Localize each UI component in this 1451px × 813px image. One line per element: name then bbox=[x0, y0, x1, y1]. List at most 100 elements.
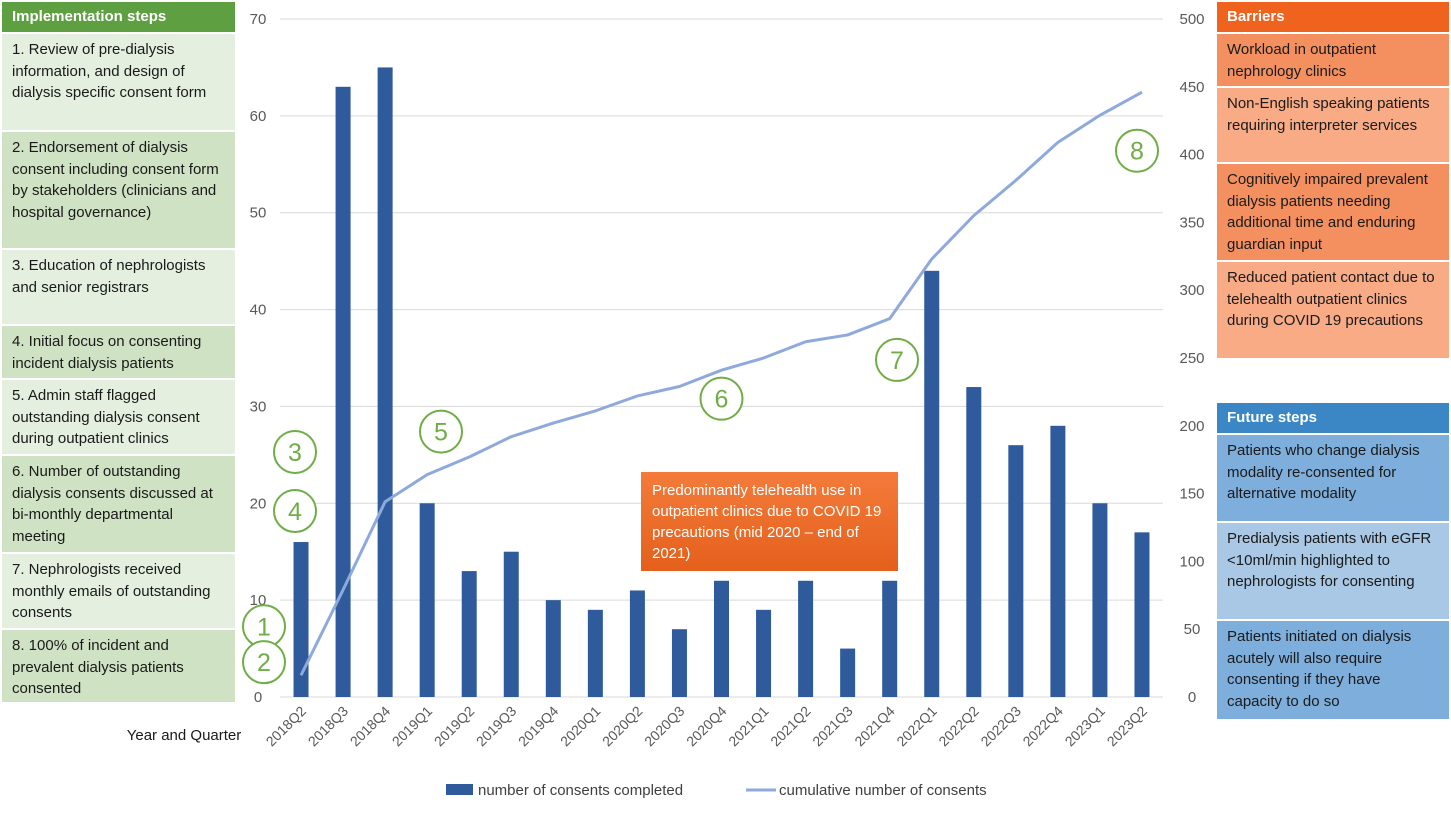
left-tick-label: 0 bbox=[254, 689, 262, 706]
x-tick-label: 2020Q4 bbox=[683, 703, 730, 750]
x-tick-label: 2023Q2 bbox=[1104, 703, 1151, 750]
bar-2018Q3 bbox=[335, 86, 351, 698]
left-tick-label: 60 bbox=[250, 108, 267, 125]
bar-2022Q2 bbox=[966, 387, 982, 697]
step-marker-5 bbox=[419, 409, 463, 454]
x-tick-label: 2018Q2 bbox=[263, 703, 310, 750]
bar-2019Q3 bbox=[503, 551, 519, 697]
right-tick-label: 50 bbox=[1184, 621, 1201, 638]
future-steps-panel: Future steps Patients who change dialysi… bbox=[1217, 403, 1449, 719]
implementation-step-6: 6. Number of outstanding dialysis consen… bbox=[2, 454, 235, 552]
future-steps-header: Future steps bbox=[1217, 403, 1449, 433]
implementation-step-5: 5. Admin staff flagged outstanding dialy… bbox=[2, 378, 235, 454]
barrier-item-1: Workload in outpatient nephrology clinic… bbox=[1217, 32, 1449, 86]
x-tick-label: 2020Q3 bbox=[641, 703, 688, 750]
step-marker-6 bbox=[699, 376, 744, 421]
step-marker-2 bbox=[242, 640, 286, 685]
step-marker-label: 8 bbox=[1130, 138, 1144, 166]
implementation-step-4: 4. Initial focus on consenting incident … bbox=[2, 324, 235, 378]
x-tick-label: 2021Q4 bbox=[851, 703, 898, 750]
right-tick-label: 250 bbox=[1179, 350, 1204, 367]
implementation-step-8: 8. 100% of incident and prevalent dialys… bbox=[2, 628, 235, 702]
bar-2023Q2 bbox=[1134, 532, 1150, 697]
implementation-steps-panel: Implementation steps 1. Review of pre-di… bbox=[2, 2, 235, 702]
left-tick-label: 20 bbox=[250, 495, 267, 512]
barrier-item-3: Cognitively impaired prevalent dialysis … bbox=[1217, 162, 1449, 260]
left-tick-label: 40 bbox=[250, 302, 267, 319]
bar-2018Q4 bbox=[377, 67, 393, 697]
x-tick-label: 2021Q1 bbox=[725, 703, 772, 750]
bar-2020Q3 bbox=[671, 629, 687, 697]
right-tick-label: 100 bbox=[1179, 553, 1204, 570]
bar-2022Q3 bbox=[1008, 445, 1024, 697]
barriers-panel: Barriers Workload in outpatient nephrolo… bbox=[1217, 2, 1449, 358]
step-marker-label: 2 bbox=[257, 649, 271, 677]
step-marker-label: 5 bbox=[434, 419, 448, 447]
bar-2020Q1 bbox=[587, 609, 603, 697]
step-marker-label: 6 bbox=[715, 386, 729, 414]
step-marker-label: 1 bbox=[257, 613, 271, 641]
x-tick-label: 2019Q4 bbox=[515, 703, 562, 750]
left-tick-label: 70 bbox=[250, 11, 267, 28]
step-marker-label: 7 bbox=[890, 347, 904, 375]
x-tick-label: 2022Q3 bbox=[977, 703, 1024, 750]
right-tick-label: 200 bbox=[1179, 418, 1204, 435]
x-tick-label: 2019Q3 bbox=[473, 703, 520, 750]
step-marker-label: 3 bbox=[288, 439, 302, 467]
bar-2022Q4 bbox=[1050, 425, 1066, 697]
right-tick-label: 350 bbox=[1179, 214, 1204, 231]
telehealth-annotation: Predominantly telehealth use in outpatie… bbox=[641, 472, 898, 571]
x-tick-label: 2023Q1 bbox=[1062, 703, 1109, 750]
barrier-item-2: Non-English speaking patients requiring … bbox=[1217, 86, 1449, 162]
step-marker-8 bbox=[1115, 128, 1159, 173]
x-tick-label: 2019Q1 bbox=[389, 703, 436, 750]
x-tick-label: 2022Q1 bbox=[893, 703, 940, 750]
cumulative-line bbox=[299, 90, 1143, 676]
bar-2022Q1 bbox=[924, 270, 940, 697]
bar-2019Q1 bbox=[419, 503, 435, 697]
right-tick-label: 450 bbox=[1179, 79, 1204, 96]
barriers-header: Barriers bbox=[1217, 2, 1449, 32]
barrier-item-4: Reduced patient contact due to telehealt… bbox=[1217, 260, 1449, 358]
right-tick-label: 300 bbox=[1179, 282, 1204, 299]
legend-line-label: cumulative number of consents bbox=[779, 782, 987, 799]
step-marker-3 bbox=[273, 429, 317, 474]
implementation-step-7: 7. Nephrologists received monthly emails… bbox=[2, 552, 235, 628]
bar-2021Q2 bbox=[798, 580, 814, 697]
implementation-steps-header: Implementation steps bbox=[2, 2, 235, 32]
x-tick-label: 2021Q3 bbox=[809, 703, 856, 750]
bar-2019Q2 bbox=[461, 571, 477, 697]
step-marker-label: 4 bbox=[288, 498, 302, 526]
bar-2021Q4 bbox=[882, 580, 898, 697]
x-tick-label: 2020Q1 bbox=[557, 703, 604, 750]
x-axis-title: Year and Quarter bbox=[127, 727, 242, 744]
bar-2020Q4 bbox=[714, 580, 729, 697]
x-tick-label: 2022Q4 bbox=[1019, 703, 1066, 750]
implementation-step-3: 3. Education of nephrologists and senior… bbox=[2, 248, 235, 324]
step-marker-4 bbox=[273, 489, 317, 534]
legend-bar-label: number of consents completed bbox=[478, 782, 683, 799]
x-tick-label: 2018Q3 bbox=[305, 703, 352, 750]
x-tick-label: 2020Q2 bbox=[599, 703, 646, 750]
bar-2018Q2 bbox=[293, 542, 309, 697]
future-step-2: Predialysis patients with eGFR <10ml/min… bbox=[1217, 521, 1449, 619]
bar-2021Q3 bbox=[840, 648, 856, 697]
x-tick-label: 2021Q2 bbox=[767, 703, 814, 750]
right-tick-label: 500 bbox=[1179, 11, 1204, 28]
future-step-3: Patients initiated on dialysis acutely w… bbox=[1217, 619, 1449, 719]
step-marker-7 bbox=[875, 337, 919, 382]
implementation-step-2: 2. Endorsement of dialysis consent inclu… bbox=[2, 130, 235, 248]
x-tick-label: 2019Q2 bbox=[431, 703, 478, 750]
left-tick-label: 30 bbox=[250, 398, 267, 415]
left-tick-label: 50 bbox=[250, 205, 267, 222]
x-tick-label: 2022Q2 bbox=[935, 703, 982, 750]
bar-2023Q1 bbox=[1092, 503, 1108, 697]
future-step-1: Patients who change dialysis modality re… bbox=[1217, 433, 1449, 521]
x-tick-label: 2018Q4 bbox=[347, 703, 394, 750]
right-tick-label: 150 bbox=[1179, 486, 1204, 503]
bar-2020Q2 bbox=[629, 590, 645, 697]
bar-2021Q1 bbox=[756, 609, 772, 697]
implementation-step-1: 1. Review of pre-dialysis information, a… bbox=[2, 32, 235, 130]
bar-2019Q4 bbox=[545, 600, 561, 697]
